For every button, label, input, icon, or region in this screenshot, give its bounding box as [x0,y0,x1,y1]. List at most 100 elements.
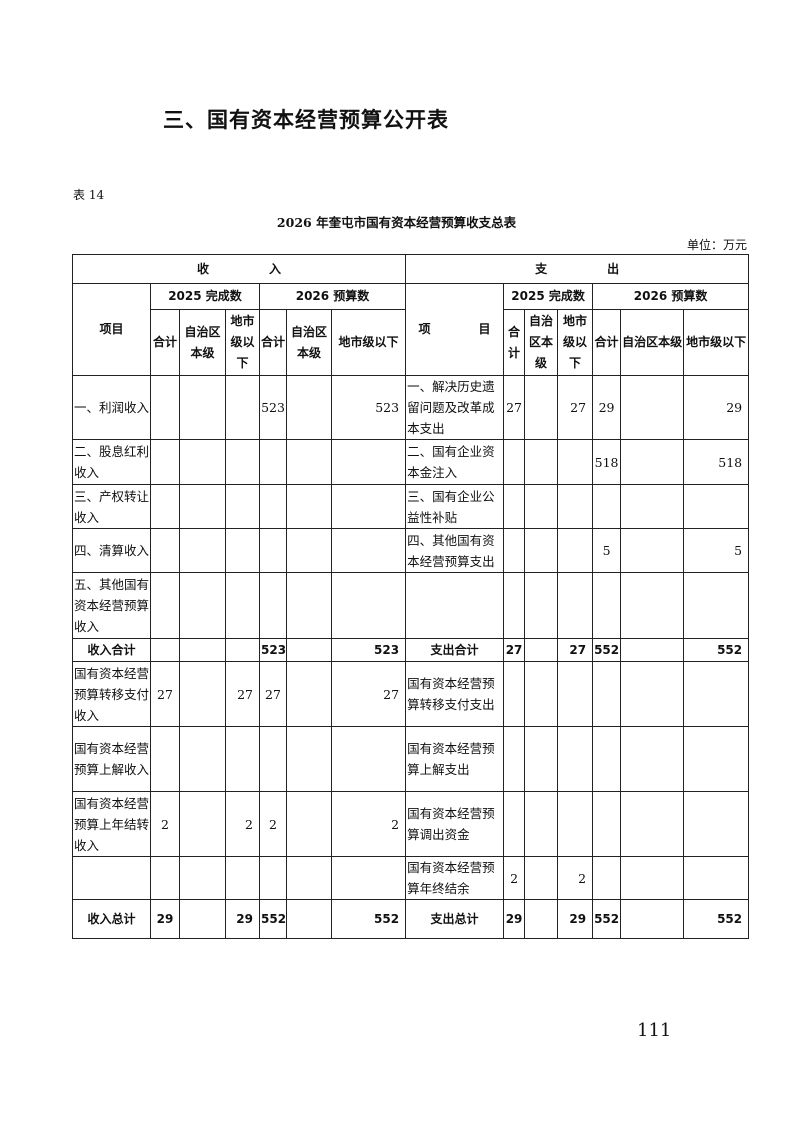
expense-value: 27 [503,638,526,662]
expense-value [503,528,526,573]
income-value [259,726,287,792]
expense-value: 29 [503,899,526,939]
expense-item: 支出总计 [405,899,505,939]
income-value: 29 [225,899,260,939]
expense-value [524,899,559,939]
income-value [330,572,407,639]
table-title: 2026 年奎屯市国有资本经营预算收支总表 [276,215,517,230]
expense-value: 518 [592,439,622,485]
col-total: 合计 [150,309,180,376]
expense-value [592,484,622,529]
col-region: 自治区本级 [286,309,332,376]
expense-value [524,375,559,440]
income-value [286,856,332,900]
table-row: 国有资本经营预算年终结余 2 2 [72,856,750,900]
expense-value [557,726,594,792]
expense-value [557,791,594,857]
income-item: 国有资本经营预算上解收入 [72,726,151,792]
table-row: 五、其他国有资本经营预算收入 [72,572,750,639]
income-value [150,528,180,573]
income-value: 2 [150,791,180,857]
expense-value [557,661,594,727]
expense-value: 29 [683,375,750,440]
expense-value [503,484,526,529]
income-value [150,439,180,485]
expense-value [524,856,559,900]
income-value [225,726,260,792]
income-value [179,638,226,662]
income-item: 四、清算收入 [72,528,151,573]
table-row: 四、清算收入 四、其他国有资本经营预算支出 5 5 [72,528,750,573]
income-value [179,899,226,939]
table-row: 一、利润收入 523 523 一、解决历史遗留问题及改革成本支出 27 27 29 29 [72,375,750,440]
expense-value [524,572,559,639]
expense-value [524,439,559,485]
expense-2026-header: 2026 预算数 [592,283,750,310]
table-row: 国有资本经营预算转移支付收入 27 27 27 27 国有资本经营预算转移支付支出 [72,661,750,727]
page-number: 111 [637,1020,672,1041]
expense-value [592,791,622,857]
expense-item: 三、国有企业公益性补贴 [405,484,505,529]
col-region: 自治区本级 [524,309,559,376]
income-value [179,572,226,639]
income-value [286,375,332,440]
income-item: 二、股息红利收入 [72,439,151,485]
expense-value [503,661,526,727]
income-value [150,726,180,792]
expense-value [620,856,685,900]
expense-value [683,572,750,639]
expense-item: 四、其他国有资本经营预算支出 [405,528,505,573]
expense-value: 518 [683,439,750,485]
col-city: 地市级以下 [557,309,594,376]
income-value [286,726,332,792]
expense-value [683,856,750,900]
expense-item: 支出合计 [405,638,505,662]
income-value [259,439,287,485]
expense-value [524,484,559,529]
expense-value [524,528,559,573]
expense-value [620,528,685,573]
income-value: 29 [150,899,180,939]
income-item: 一、利润收入 [72,375,151,440]
income-value [330,484,407,529]
income-value: 523 [259,638,287,662]
income-value [179,856,226,900]
col-city: 地市级以下 [225,309,260,376]
expense-value: 2 [503,856,526,900]
income-value: 2 [259,791,287,857]
expense-header: 支 出 [405,254,750,284]
expense-value [592,856,622,900]
budget-table: 收 入 支 出 项目 2025 完成数 2026 预算数 项 目 2025 完成… [71,254,750,939]
income-item: 三、产权转让收入 [72,484,151,529]
table-row: 收入合计 523 523 支出合计 27 27 552 552 [72,638,750,662]
expense-item: 一、解决历史遗留问题及改革成本支出 [405,375,505,440]
col-total: 合计 [259,309,287,376]
income-value [179,375,226,440]
income-value [150,484,180,529]
expense-value [620,661,685,727]
expense-value [620,726,685,792]
income-value [286,791,332,857]
expense-value: 5 [683,528,750,573]
expense-item: 国有资本经营预算年终结余 [405,856,505,900]
income-item-header: 项目 [72,283,151,376]
expense-value [620,791,685,857]
income-value: 27 [150,661,180,727]
income-value [286,899,332,939]
col-region: 自治区本级 [620,309,685,376]
expense-item: 国有资本经营预算上解支出 [405,726,505,792]
income-value [225,528,260,573]
expense-value [592,572,622,639]
table-row: 二、股息红利收入 二、国有企业资本金注入 518 518 [72,439,750,485]
income-value [150,572,180,639]
income-value [286,528,332,573]
income-value: 2 [225,791,260,857]
income-value [286,661,332,727]
expense-value: 27 [557,375,594,440]
expense-value: 29 [557,899,594,939]
expense-value: 27 [557,638,594,662]
income-value [150,375,180,440]
income-item: 五、其他国有资本经营预算收入 [72,572,151,639]
income-value [179,661,226,727]
expense-item-header: 项 目 [405,283,505,376]
